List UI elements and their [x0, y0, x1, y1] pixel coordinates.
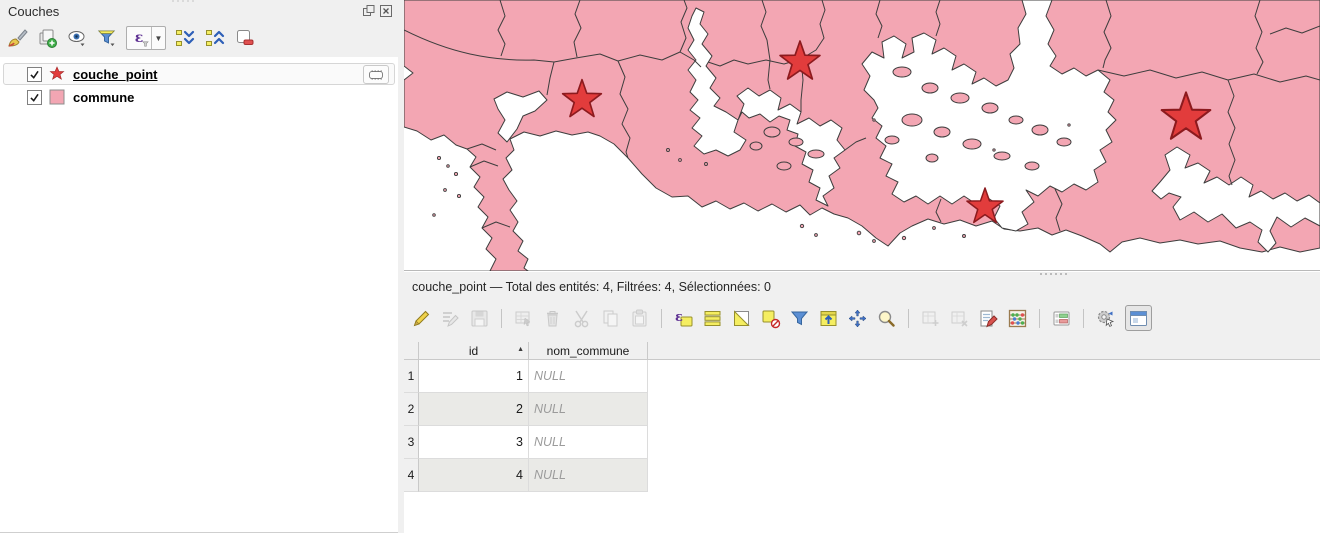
conditional-formatting-icon[interactable]	[1051, 308, 1072, 329]
move-selection-top-icon[interactable]	[818, 308, 839, 329]
layer-checkbox[interactable]	[27, 66, 42, 82]
attribute-table-toolbar: ε	[411, 305, 1152, 331]
table-header-row: id ▲ nom_commune	[404, 342, 1320, 360]
sort-ascending-icon: ▲	[517, 346, 524, 353]
new-field-icon[interactable]	[920, 308, 941, 329]
layer-tree: couche_point commune	[0, 57, 398, 108]
table-row[interactable]: 1 1 NULL	[404, 360, 1320, 393]
commune-landmass	[404, 0, 1320, 271]
delete-field-icon[interactable]	[949, 308, 970, 329]
cell-id[interactable]: 1	[419, 360, 529, 393]
pan-to-selection-icon[interactable]	[847, 308, 868, 329]
save-edits-icon[interactable]	[469, 308, 490, 329]
attribute-table-header: couche_point — Total des entités: 4, Fil…	[404, 272, 1320, 342]
bay	[493, 90, 548, 143]
row-number[interactable]: 4	[404, 459, 419, 492]
field-calculator-icon[interactable]	[1007, 308, 1028, 329]
table-row[interactable]: 4 4 NULL	[404, 459, 1320, 492]
layer-checkbox[interactable]	[27, 89, 42, 105]
column-header-id[interactable]: id ▲	[419, 342, 529, 359]
layer-item-commune[interactable]: commune	[3, 86, 395, 108]
layer-label[interactable]: commune	[73, 89, 135, 105]
row-number[interactable]: 3	[404, 426, 419, 459]
float-panel-icon[interactable]	[362, 4, 376, 18]
select-by-expression-icon[interactable]: ε	[673, 308, 694, 329]
table-row[interactable]: 3 3 NULL	[404, 426, 1320, 459]
zoom-to-selection-icon[interactable]	[876, 308, 897, 329]
add-group-icon[interactable]	[36, 27, 58, 49]
panel-splitter[interactable]	[398, 0, 404, 533]
paste-icon[interactable]	[629, 308, 650, 329]
layer-label[interactable]: couche_point	[73, 66, 158, 82]
reload-table-icon[interactable]	[513, 308, 534, 329]
filter-expression-epsilon-icon[interactable]: ε	[127, 27, 151, 49]
invert-selection-icon[interactable]	[731, 308, 752, 329]
channel	[687, 7, 747, 157]
corner-header-cell[interactable]	[404, 342, 419, 359]
column-header-nom-commune[interactable]: nom_commune	[529, 342, 648, 359]
actions-icon[interactable]	[1095, 308, 1116, 329]
delete-selected-icon[interactable]	[542, 308, 563, 329]
cell-id[interactable]: 4	[419, 459, 529, 492]
cut-icon[interactable]	[571, 308, 592, 329]
layers-toolbar: ε ▼	[6, 26, 256, 50]
close-panel-icon[interactable]	[379, 4, 393, 18]
cell-nom-commune[interactable]: NULL	[529, 393, 648, 426]
dock-window-icon	[1130, 310, 1147, 326]
memory-chip-icon	[369, 69, 383, 80]
expand-all-icon[interactable]	[174, 27, 196, 49]
horizontal-splitter-handle[interactable]	[1040, 273, 1067, 275]
layer-item-couche-point[interactable]: couche_point	[3, 63, 395, 85]
cell-id[interactable]: 2	[419, 393, 529, 426]
filter-by-expression-button[interactable]: ε ▼	[126, 26, 166, 50]
header-filler	[648, 342, 1320, 359]
attribute-table-title: couche_point — Total des entités: 4, Fil…	[412, 280, 772, 294]
attribute-table-panel: couche_point — Total des entités: 4, Fil…	[404, 272, 1320, 533]
ria-east	[1151, 146, 1320, 253]
lagoon	[861, 0, 1117, 232]
filter-expression-dropdown-icon[interactable]: ▼	[151, 27, 165, 49]
cell-nom-commune[interactable]: NULL	[529, 426, 648, 459]
row-number[interactable]: 1	[404, 360, 419, 393]
select-all-icon[interactable]	[702, 308, 723, 329]
remove-layer-icon[interactable]	[234, 27, 256, 49]
open-layer-styling-icon[interactable]	[6, 27, 28, 49]
toolbar-drag-handle	[172, 0, 194, 2]
multi-edit-icon[interactable]	[440, 308, 461, 329]
layers-panel: Couches	[0, 0, 398, 533]
cell-id[interactable]: 3	[419, 426, 529, 459]
cell-nom-commune[interactable]: NULL	[529, 360, 648, 393]
gulf	[736, 87, 846, 207]
point-layer-star-icon	[49, 66, 65, 80]
dock-attribute-table-button[interactable]	[1125, 305, 1152, 331]
toggle-editing-icon[interactable]	[411, 308, 432, 329]
table-body: 1 1 NULL 2 2 NULL 3 3 NULL 4 4 NULL	[404, 360, 1320, 492]
filter-form-icon[interactable]	[789, 308, 810, 329]
layers-panel-title: Couches	[8, 4, 60, 19]
cell-nom-commune[interactable]: NULL	[529, 459, 648, 492]
memory-layer-indicator[interactable]	[363, 65, 389, 84]
table-row[interactable]: 2 2 NULL	[404, 393, 1320, 426]
edit-attributes-icon[interactable]	[978, 308, 999, 329]
polygon-layer-swatch-icon	[49, 89, 65, 105]
svg-text:ε: ε	[675, 310, 683, 325]
manage-map-themes-icon[interactable]	[66, 27, 88, 49]
row-number[interactable]: 2	[404, 393, 419, 426]
copy-icon[interactable]	[600, 308, 621, 329]
map-render	[404, 0, 1320, 271]
deselect-all-icon[interactable]	[760, 308, 781, 329]
layers-panel-header: Couches	[0, 0, 398, 57]
map-canvas[interactable]	[404, 0, 1320, 271]
filter-legend-icon[interactable]	[96, 27, 118, 49]
collapse-all-icon[interactable]	[204, 27, 226, 49]
